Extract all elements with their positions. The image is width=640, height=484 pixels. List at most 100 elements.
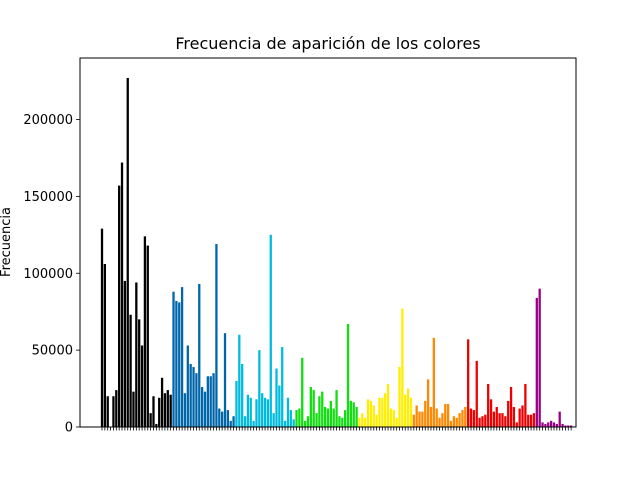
bar bbox=[512, 407, 516, 427]
bar bbox=[515, 422, 518, 427]
bar bbox=[266, 399, 270, 427]
bar bbox=[475, 360, 478, 427]
bar bbox=[183, 393, 187, 427]
bar bbox=[538, 288, 541, 428]
y-axis-label: Frecuencia bbox=[0, 207, 14, 277]
bar bbox=[289, 410, 292, 427]
bar bbox=[529, 414, 533, 427]
bar bbox=[444, 403, 447, 427]
bar bbox=[112, 396, 115, 427]
bar bbox=[509, 387, 513, 427]
bar bbox=[341, 417, 344, 427]
bar bbox=[544, 423, 547, 427]
bar bbox=[255, 399, 258, 427]
bar bbox=[126, 77, 129, 428]
bar bbox=[326, 408, 330, 427]
bar bbox=[226, 410, 230, 427]
bar bbox=[232, 416, 235, 427]
bar bbox=[169, 394, 172, 427]
bar bbox=[309, 387, 312, 427]
bar bbox=[175, 300, 178, 427]
bar bbox=[298, 408, 301, 427]
y-tick-label: 150000 bbox=[23, 190, 73, 205]
y-tick-label: 100000 bbox=[23, 267, 73, 282]
bar bbox=[278, 385, 281, 427]
bar bbox=[149, 413, 152, 427]
bar bbox=[484, 414, 487, 427]
bar bbox=[458, 413, 461, 427]
y-tick-label: 200000 bbox=[23, 113, 73, 128]
bar bbox=[140, 345, 144, 427]
bar bbox=[504, 416, 507, 427]
bar bbox=[258, 350, 261, 428]
bar bbox=[138, 319, 141, 428]
bar bbox=[146, 245, 149, 427]
bar bbox=[235, 380, 238, 428]
bar bbox=[129, 314, 132, 427]
bar bbox=[221, 411, 224, 428]
bar bbox=[272, 413, 275, 427]
bar bbox=[218, 408, 221, 427]
bar bbox=[223, 333, 227, 427]
bar bbox=[507, 400, 510, 427]
bar bbox=[358, 417, 361, 427]
bar bbox=[200, 387, 204, 427]
bar bbox=[212, 373, 215, 427]
bar bbox=[283, 420, 287, 427]
bar bbox=[263, 397, 267, 427]
bar bbox=[166, 390, 169, 427]
bar bbox=[152, 396, 155, 427]
bar bbox=[501, 413, 504, 427]
bar bbox=[123, 280, 127, 427]
bar bbox=[243, 416, 247, 427]
bar bbox=[132, 391, 135, 427]
bar bbox=[518, 408, 521, 427]
bar bbox=[172, 291, 175, 427]
bar bbox=[472, 410, 476, 427]
bar bbox=[275, 368, 278, 427]
bar bbox=[549, 420, 553, 427]
bar bbox=[435, 408, 438, 427]
bar bbox=[389, 408, 393, 427]
bar bbox=[103, 264, 107, 427]
bar bbox=[301, 357, 304, 427]
bar bbox=[100, 228, 104, 427]
y-tick-label: 0 bbox=[65, 421, 73, 436]
bar bbox=[469, 408, 473, 427]
bar bbox=[524, 383, 527, 427]
bar bbox=[366, 399, 370, 427]
plot-frame bbox=[79, 57, 577, 428]
bar bbox=[246, 394, 250, 427]
bar bbox=[369, 400, 373, 427]
bar bbox=[555, 423, 558, 427]
bar bbox=[527, 414, 530, 427]
bar bbox=[561, 423, 564, 427]
bar bbox=[481, 416, 484, 427]
bar bbox=[432, 337, 435, 427]
bar bbox=[155, 423, 158, 427]
bar bbox=[349, 400, 353, 427]
bar bbox=[355, 407, 358, 427]
bar bbox=[478, 417, 481, 427]
bar bbox=[455, 417, 458, 427]
bar bbox=[429, 407, 433, 427]
bar bbox=[180, 287, 184, 427]
bar bbox=[158, 397, 161, 427]
bar bbox=[206, 376, 209, 427]
bar bbox=[261, 393, 264, 427]
bar bbox=[521, 405, 524, 427]
bar bbox=[564, 425, 567, 427]
bar bbox=[118, 185, 121, 427]
bar bbox=[215, 244, 218, 427]
bar bbox=[492, 411, 496, 428]
bar bbox=[160, 377, 164, 427]
bar bbox=[406, 388, 410, 427]
bar bbox=[318, 396, 321, 427]
bar bbox=[338, 416, 341, 427]
bar bbox=[426, 379, 430, 427]
chart-title: Frecuencia de aparición de los colores bbox=[175, 34, 480, 53]
bar bbox=[346, 323, 350, 427]
bar bbox=[241, 363, 244, 427]
bar bbox=[198, 284, 201, 427]
